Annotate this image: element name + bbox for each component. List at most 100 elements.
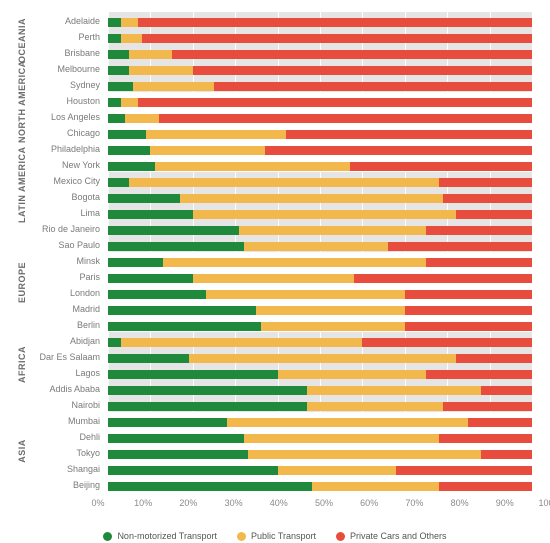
bar-row (108, 354, 532, 363)
bar-row (108, 34, 532, 43)
bar-segment (121, 18, 138, 27)
bar-segment (405, 290, 532, 299)
legend-swatch (237, 532, 246, 541)
bar-segment (456, 210, 532, 219)
bar-segment (248, 450, 481, 459)
bar-row (108, 434, 532, 443)
bar-segment (439, 482, 532, 491)
bar-segment (439, 178, 532, 187)
x-axis: 0%10%20%30%40%50%60%70%80%90%100% (98, 496, 550, 512)
plot-area (108, 10, 532, 496)
bar-segment (159, 114, 532, 123)
bar-segment (163, 258, 426, 267)
bar-segment (189, 354, 456, 363)
city-label: Perth (34, 33, 104, 42)
city-label: Dar Es Salaam (34, 353, 104, 362)
bar-segment (388, 242, 532, 251)
bar-segment (108, 50, 129, 59)
city-label: Chicago (34, 129, 104, 138)
axis-tick: 50% (315, 498, 333, 508)
bar-segment (193, 210, 456, 219)
bar-segment (108, 322, 261, 331)
city-label: Mexico City (34, 177, 104, 186)
bar-row (108, 322, 532, 331)
bar-row (108, 386, 532, 395)
bar-segment (405, 322, 532, 331)
bar-row (108, 338, 532, 347)
bar-row (108, 98, 532, 107)
bar-segment (108, 146, 150, 155)
bar-segment (108, 226, 239, 235)
bar-segment (108, 290, 206, 299)
bar-segment (108, 274, 193, 283)
bar-segment (108, 34, 121, 43)
bar-segment (108, 194, 180, 203)
city-label: Philadelphia (34, 145, 104, 154)
city-label: Tokyo (34, 449, 104, 458)
bar-segment (108, 242, 244, 251)
bar-segment (108, 258, 163, 267)
bar-segment (426, 370, 532, 379)
axis-tick: 80% (451, 498, 469, 508)
bar-segment (129, 178, 439, 187)
city-label: Abidjan (34, 337, 104, 346)
bar-segment (150, 146, 264, 155)
region-label: ASIA (17, 439, 27, 463)
bar-segment (138, 18, 532, 27)
bar-segment (108, 98, 121, 107)
bar-segment (108, 178, 129, 187)
city-label: Sydney (34, 81, 104, 90)
bar-segment (108, 18, 121, 27)
bar-segment (133, 82, 214, 91)
axis-tick: 60% (360, 498, 378, 508)
region-label: NORTH AMERICA (17, 119, 27, 143)
bar-segment (312, 482, 439, 491)
bar-segment (172, 50, 532, 59)
city-label: Adelaide (34, 17, 104, 26)
bar-segment (244, 434, 439, 443)
axis-tick: 90% (496, 498, 514, 508)
city-label: Beijing (34, 481, 104, 490)
region-label: AFRICA (17, 359, 27, 383)
bar-segment (426, 226, 532, 235)
bar-row (108, 370, 532, 379)
axis-tick: 20% (179, 498, 197, 508)
bar-segment (354, 274, 532, 283)
bar-segment (108, 354, 189, 363)
bar-segment (146, 130, 286, 139)
bar-segment (108, 402, 307, 411)
bar-segment (108, 482, 312, 491)
region-label: LATIN AMERICA (17, 199, 27, 223)
bar-segment (481, 386, 532, 395)
bar-segment (193, 66, 532, 75)
bar-row (108, 258, 532, 267)
bar-segment (362, 338, 532, 347)
bar-segment (138, 98, 532, 107)
bar-segment (108, 386, 307, 395)
legend-swatch (103, 532, 112, 541)
city-labels: AdelaidePerthBrisbaneMelbourneSydneyHous… (34, 10, 108, 496)
bar-segment (108, 82, 133, 91)
city-label: Shangai (34, 465, 104, 474)
city-label: Melbourne (34, 65, 104, 74)
bar-segment (125, 114, 159, 123)
bar-segment (261, 322, 405, 331)
legend-label: Public Transport (251, 531, 316, 541)
bar-row (108, 450, 532, 459)
bar-segment (108, 162, 155, 171)
bar-segment (227, 418, 469, 427)
legend-item: Public Transport (237, 531, 316, 541)
city-label: Los Angeles (34, 113, 104, 122)
bar-row (108, 66, 532, 75)
bar-row (108, 178, 532, 187)
city-label: Dehli (34, 433, 104, 442)
bar-segment (239, 226, 426, 235)
legend: Non-motorized TransportPublic TransportP… (0, 531, 550, 541)
bar-segment (121, 34, 142, 43)
axis-tick: 70% (405, 498, 423, 508)
axis-tick: 10% (134, 498, 152, 508)
bar-segment (108, 450, 248, 459)
bar-segment (180, 194, 443, 203)
bar-segment (108, 418, 227, 427)
legend-swatch (336, 532, 345, 541)
